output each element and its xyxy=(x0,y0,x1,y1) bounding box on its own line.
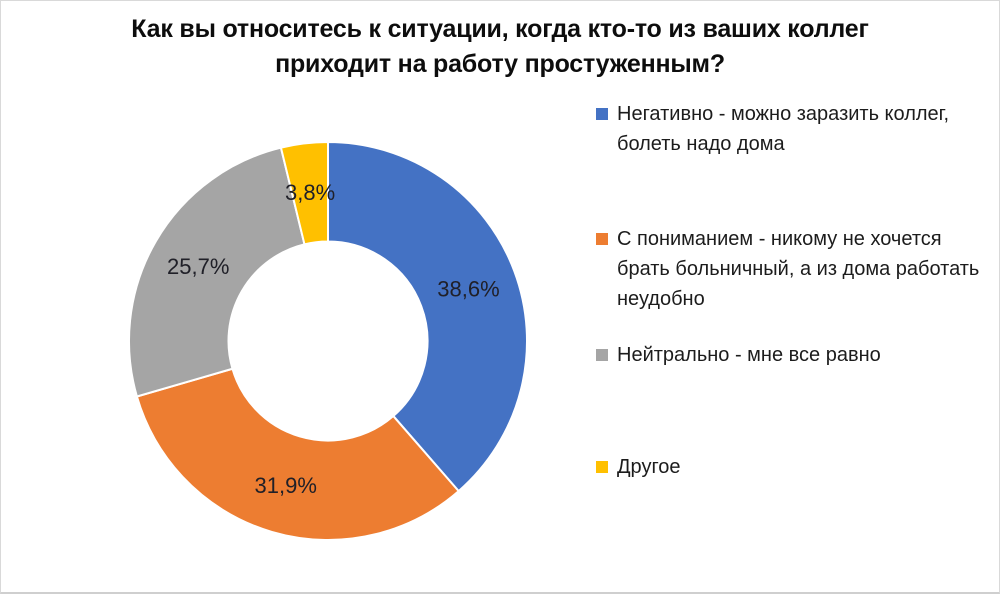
legend-item-negative: Негативно - можно заразить коллег, болет… xyxy=(596,99,980,159)
donut-chart: 38,6% 31,9% 25,7% 3,8% xyxy=(108,121,548,561)
legend-label: Негативно - можно заразить коллег, болет… xyxy=(617,103,950,155)
donut-slice-3 xyxy=(279,140,329,246)
legend-label: С пониманием - никому не хочется брать б… xyxy=(617,228,980,310)
legend-marker-other-icon xyxy=(596,461,608,473)
legend-label: Нейтрально - мне все равно xyxy=(617,344,881,366)
legend-item-understanding: С пониманием - никому не хочется брать б… xyxy=(596,224,980,314)
donut-chart-svg: 38,6% 31,9% 25,7% 3,8% xyxy=(128,140,528,541)
donut-slice-1 xyxy=(135,367,461,541)
slice-label-1: 31,9% xyxy=(255,473,317,498)
chart-title: Как вы относитесь к ситуации, когда кто-… xyxy=(131,15,869,78)
donut-slice-2 xyxy=(128,146,306,398)
slice-label-3: 3,8% xyxy=(285,180,335,205)
legend-marker-negative-icon xyxy=(596,108,608,120)
legend-item-other: Другое xyxy=(596,452,980,482)
slice-label-2: 25,7% xyxy=(167,254,229,279)
donut-slice-0 xyxy=(327,140,528,493)
legend-marker-neutral-icon xyxy=(596,349,608,361)
legend-marker-understanding-icon xyxy=(596,233,608,245)
slice-label-0: 38,6% xyxy=(437,276,499,301)
legend-item-neutral: Нейтрально - мне все равно xyxy=(596,340,980,370)
legend-label: Другое xyxy=(617,456,681,478)
